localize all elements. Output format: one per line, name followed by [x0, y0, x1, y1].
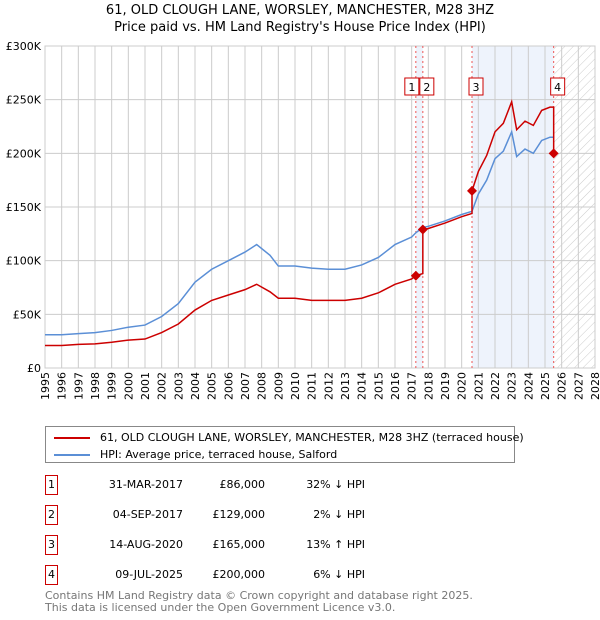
- x-tick-label: 2027: [572, 372, 585, 400]
- x-tick-label: 2011: [306, 372, 319, 400]
- x-tick-label: 2024: [522, 372, 535, 400]
- x-tick-label: 2018: [422, 372, 435, 400]
- chart-title: 61, OLD CLOUGH LANE, WORSLEY, MANCHESTER…: [0, 2, 600, 36]
- x-tick-label: 2004: [189, 372, 202, 400]
- table-row: 4 09-JUL-2025 £200,000 6% ↓ HPI: [45, 565, 375, 585]
- legend-label: 61, OLD CLOUGH LANE, WORSLEY, MANCHESTER…: [100, 431, 524, 444]
- x-tick-label: 2022: [489, 372, 502, 400]
- hpi-diff: 32% ↓ HPI: [306, 478, 365, 491]
- sale-label-box: [419, 77, 435, 96]
- sale-label: 4: [554, 81, 561, 94]
- x-tick-label: 2015: [372, 372, 385, 400]
- x-tick-label: 1998: [89, 372, 102, 400]
- x-tick-label: 2013: [339, 372, 352, 400]
- sale-date: 04-SEP-2017: [112, 508, 183, 521]
- table-row: 3 14-AUG-2020 £165,000 13% ↑ HPI: [45, 535, 375, 555]
- x-tick-label: 2005: [206, 372, 219, 400]
- sale-label: 1: [408, 81, 415, 94]
- sale-price: £165,000: [212, 538, 266, 551]
- x-tick-label: 2006: [222, 372, 235, 400]
- x-tick-label: 2028: [589, 372, 600, 400]
- x-tick-label: 2017: [406, 372, 419, 400]
- price-chart: 1995 1996 1997 1998 1999 2000 2001 2002 2003 2004…: [6, 40, 600, 400]
- footer: Contains HM Land Registry data © Crown c…: [45, 590, 473, 614]
- y-tick-label: £250K: [6, 94, 42, 107]
- table-row: 2 04-SEP-2017 £129,000 2% ↓ HPI: [45, 505, 375, 525]
- sale-number: 3: [45, 535, 58, 555]
- x-tick-label: 2019: [439, 372, 452, 400]
- property-line: [45, 99, 555, 347]
- hpi-diff: 13% ↑ HPI: [306, 538, 365, 551]
- sale-price: £86,000: [219, 478, 266, 491]
- y-tick-label: £50K: [13, 308, 42, 321]
- sale-label-box: [468, 77, 484, 96]
- sale-point: [467, 185, 477, 196]
- x-tick-label: 2003: [172, 372, 185, 400]
- x-tick-label: 2021: [472, 372, 485, 400]
- subtitle-line: Price paid vs. HM Land Registry's House …: [114, 20, 486, 35]
- y-tick-label: £100K: [6, 255, 42, 268]
- sale-number: 4: [45, 565, 58, 585]
- x-tick-label: 1999: [106, 372, 119, 400]
- footer-line: Contains HM Land Registry data © Crown c…: [45, 589, 473, 602]
- plot-frame: [44, 45, 596, 369]
- x-tick-label: 2023: [506, 372, 519, 400]
- sale-number: 2: [45, 505, 58, 525]
- hpi-diff: 2% ↓ HPI: [313, 508, 365, 521]
- hpi-diff: 6% ↓ HPI: [313, 568, 365, 581]
- sale-date: 31-MAR-2017: [108, 478, 183, 491]
- x-tick-label: 1995: [39, 372, 52, 400]
- x-tick-label: 2014: [356, 372, 369, 400]
- x-tick-label: 2025: [539, 372, 552, 400]
- sale-date: 09-JUL-2025: [115, 568, 183, 581]
- x-tick-label: 2016: [389, 372, 402, 400]
- x-tick-label: 2020: [456, 372, 469, 400]
- sale-label: 3: [473, 81, 480, 94]
- y-tick-label: £300K: [6, 40, 42, 53]
- y-tick-label: £150K: [6, 201, 42, 214]
- x-tick-label: 1997: [72, 372, 85, 400]
- sale-point: [417, 224, 428, 235]
- footer-line: This data is licensed under the Open Gov…: [45, 601, 396, 614]
- sale-price: £129,000: [212, 508, 266, 521]
- x-tick-label: 2008: [256, 372, 269, 400]
- sale-date: 14-AUG-2020: [109, 538, 183, 551]
- sale-label-box: [404, 77, 420, 96]
- sale-point: [548, 148, 559, 159]
- red-line-swatch: [54, 436, 90, 439]
- y-tick-label: £0: [27, 362, 41, 375]
- x-tick-label: 2001: [139, 372, 152, 400]
- x-tick-label: 2010: [289, 372, 302, 400]
- sale-price: £200,000: [212, 568, 266, 581]
- sale-point: [410, 270, 421, 281]
- hpi-line: [45, 129, 554, 336]
- legend: 61, OLD CLOUGH LANE, WORSLEY, MANCHESTER…: [45, 426, 524, 463]
- legend-item-hpi: HPI: Average price, terraced house, Salf…: [54, 448, 337, 461]
- x-tick-label: 2012: [322, 372, 335, 400]
- sale-label: 2: [423, 81, 430, 94]
- table-row: 1 31-MAR-2017 £86,000 32% ↓ HPI: [45, 475, 375, 495]
- legend-label: HPI: Average price, terraced house, Salf…: [100, 448, 338, 461]
- x-tick-label: 2007: [239, 372, 252, 400]
- x-tick-label: 2000: [122, 372, 135, 400]
- legend-item-property: 61, OLD CLOUGH LANE, WORSLEY, MANCHESTER…: [54, 431, 524, 444]
- title-line: 61, OLD CLOUGH LANE, WORSLEY, MANCHESTER…: [105, 3, 495, 18]
- x-tick-label: 2009: [272, 372, 285, 400]
- x-tick-label: 2002: [156, 372, 169, 400]
- x-tick-label: 2026: [556, 372, 569, 400]
- y-tick-label: £200K: [6, 147, 42, 160]
- sale-number: 1: [45, 475, 58, 495]
- x-tick-label: 1996: [56, 372, 69, 400]
- sale-label-box: [550, 77, 566, 96]
- blue-line-swatch: [54, 453, 90, 456]
